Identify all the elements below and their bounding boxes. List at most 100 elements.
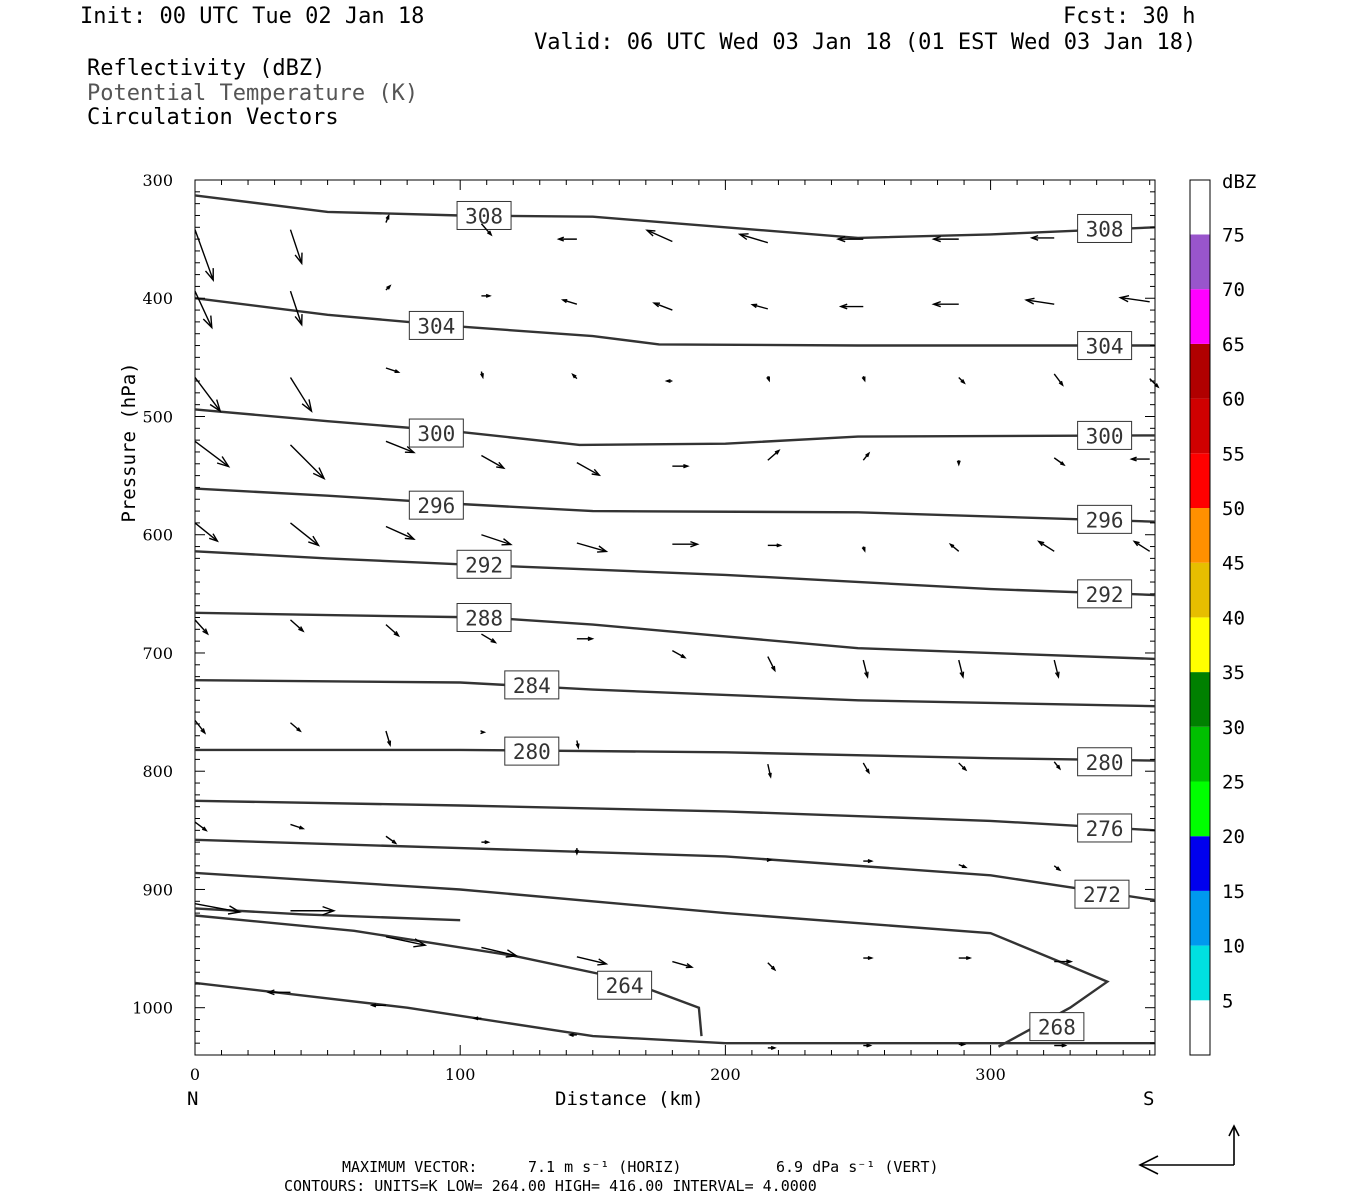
wind-vector — [290, 522, 319, 546]
contours-info: CONTOURS: UNITS=K LOW= 264.00 HIGH= 416.… — [284, 1177, 817, 1195]
contour-label: 304 — [417, 314, 455, 338]
wind-vector-head — [838, 303, 848, 310]
max-vector-vert: 6.9 dPa s⁻¹ (VERT) — [776, 1158, 939, 1176]
wind-vector-head — [266, 989, 275, 996]
colorbar-swatch-55 — [1190, 398, 1210, 454]
wind-vector — [1038, 540, 1055, 552]
wind-vector — [194, 619, 209, 635]
max-vector-horiz: 7.1 m s⁻¹ (HORIZ) — [528, 1158, 682, 1176]
colorbar-tick-label: 45 — [1222, 553, 1245, 575]
contour-label-box — [456, 200, 512, 230]
wind-vector — [481, 454, 505, 469]
wind-vector-head — [204, 268, 214, 283]
wind-vector — [1053, 659, 1060, 678]
contour-label: 300 — [417, 422, 455, 446]
y-axis-label: Pressure (hPa) — [118, 362, 140, 522]
contour-label: 304 — [1086, 335, 1124, 359]
wind-vector-head — [767, 772, 772, 779]
wind-vector-head — [391, 839, 398, 845]
colorbar-swatch-65 — [1190, 289, 1210, 344]
theta-contour-264 — [194, 914, 703, 1037]
wind-vector-head — [208, 533, 219, 543]
wind-vector-head — [867, 956, 874, 961]
colorbar-swatch-5 — [1190, 945, 1210, 1001]
colorbar-tick-label: 35 — [1222, 662, 1245, 684]
wind-vector-head — [322, 905, 336, 916]
circulation-vectors — [194, 213, 1160, 1050]
wind-vector-head — [1056, 764, 1062, 771]
plot-border — [194, 179, 1156, 1056]
wind-vector-head — [591, 468, 602, 477]
wind-vector — [562, 299, 578, 305]
y-tick-label: 400 — [142, 289, 173, 308]
reference-vector — [1138, 1124, 1240, 1175]
wind-vector — [194, 719, 206, 734]
theta-contour-296 — [194, 487, 1156, 523]
wind-vector-head — [960, 379, 966, 385]
wind-vector — [576, 461, 600, 476]
contour-label-box — [504, 736, 560, 766]
contour-label: 300 — [1086, 424, 1124, 448]
wind-vector-head — [766, 376, 770, 383]
wind-vector — [646, 229, 673, 243]
wind-vector — [767, 656, 776, 671]
plot-frame — [194, 179, 1156, 1056]
x-tick-label: 200 — [710, 1065, 741, 1084]
wind-vector-head — [1066, 959, 1074, 964]
wind-vector — [289, 290, 303, 325]
wind-vector-head — [1129, 456, 1137, 462]
wind-vector-head — [683, 463, 690, 469]
contour-label-box — [1074, 879, 1130, 909]
colorbar-tick-label: 65 — [1222, 334, 1245, 356]
y-tick-label: 600 — [142, 526, 173, 545]
colorbar-swatch-25 — [1190, 726, 1210, 782]
wind-vector-head — [597, 545, 609, 553]
contour-label: 288 — [465, 607, 503, 631]
wind-vector-head — [959, 671, 965, 679]
wind-vector — [480, 223, 492, 236]
legend-reflectivity: Reflectivity (dBZ) — [87, 56, 326, 81]
contour-label: 308 — [465, 204, 503, 228]
wind-vector-head — [496, 461, 506, 470]
wind-vector-head — [597, 958, 609, 966]
contour-label-box — [1077, 747, 1133, 777]
wind-vector-head — [560, 299, 568, 304]
wind-vector-head — [770, 1045, 777, 1050]
wind-vector-head — [774, 449, 781, 455]
wind-vector — [194, 902, 240, 913]
wind-vector-head — [776, 543, 783, 548]
contour-label-box — [408, 418, 464, 448]
axes: 300 400 500 600 700 800 900 1000 0 100 200 300 Dista… — [118, 171, 1155, 1110]
wind-vector-head — [1029, 234, 1039, 241]
wind-vector — [385, 440, 415, 454]
wind-vector-head — [385, 213, 390, 220]
wind-vector-head — [961, 766, 968, 772]
wind-vector-head — [836, 235, 846, 243]
wind-vector-head — [505, 949, 519, 958]
wind-vector — [194, 440, 230, 468]
wind-vector-head — [201, 826, 208, 832]
wind-vector-head — [216, 456, 231, 468]
wind-vector-head — [394, 369, 401, 373]
x-tick-label: 100 — [445, 1065, 476, 1084]
wind-vector-head — [867, 859, 874, 864]
colorbar-tick-label: 70 — [1222, 279, 1245, 301]
wind-vector-head — [404, 532, 416, 540]
colorbar-swatch-45 — [1190, 508, 1210, 563]
wind-vector-head — [490, 638, 498, 644]
wind-vector-head — [1118, 295, 1130, 303]
wind-vector-head — [948, 543, 955, 549]
wind-vector-head — [294, 314, 303, 327]
wind-vector-head — [227, 905, 242, 915]
colorbar-tick-label: 50 — [1222, 498, 1245, 520]
wind-vector-head — [961, 864, 968, 869]
wind-vector-head — [301, 399, 313, 413]
wind-vector — [289, 377, 313, 412]
theta-contour-276 — [194, 799, 1156, 832]
wind-vector-head — [298, 626, 305, 633]
contour-label-box — [1077, 331, 1133, 361]
ref-vert-arrow-head — [1228, 1124, 1240, 1137]
theta-contour-284 — [194, 679, 1156, 708]
contour-label: 284 — [513, 674, 551, 698]
colorbar-swatch-50 — [1190, 453, 1210, 508]
